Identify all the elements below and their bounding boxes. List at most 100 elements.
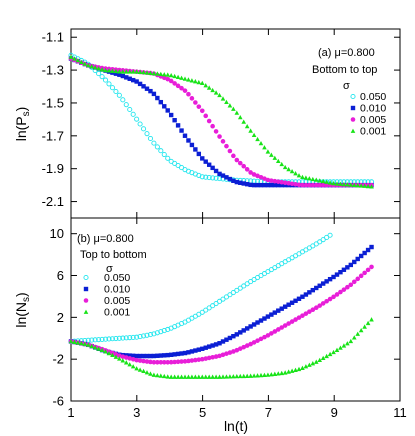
data-point	[358, 327, 364, 333]
data-point	[175, 74, 181, 80]
panel-b-series-0-001	[68, 317, 374, 379]
data-point	[189, 78, 195, 83]
data-point	[179, 359, 184, 364]
data-point	[227, 292, 233, 298]
data-point	[213, 374, 219, 379]
data-point	[251, 322, 257, 327]
data-point	[255, 320, 260, 325]
data-point	[237, 160, 243, 166]
data-point	[300, 313, 305, 318]
data-point	[241, 163, 247, 169]
data-point	[282, 304, 288, 309]
data-point	[227, 335, 233, 341]
data-point	[196, 151, 202, 157]
legend-label: 0.005	[104, 295, 130, 307]
data-point	[244, 167, 250, 172]
data-point	[341, 287, 347, 292]
data-point	[255, 373, 260, 378]
data-point	[113, 88, 119, 95]
data-point	[206, 344, 212, 349]
data-point	[237, 285, 243, 291]
data-point	[310, 361, 316, 366]
data-point	[310, 176, 316, 182]
data-point	[220, 173, 226, 178]
data-point	[313, 305, 319, 311]
data-point	[168, 352, 174, 358]
data-point	[168, 359, 174, 365]
data-point	[103, 67, 108, 73]
data-point	[355, 183, 361, 188]
data-point	[258, 372, 264, 378]
data-point	[113, 354, 119, 359]
data-point	[203, 113, 209, 119]
data-point	[241, 119, 247, 124]
data-point	[320, 182, 326, 188]
data-point	[113, 352, 119, 357]
data-point	[265, 314, 271, 319]
data-point	[241, 344, 247, 350]
data-point	[123, 102, 129, 108]
data-point	[144, 332, 150, 338]
data-point	[151, 71, 157, 76]
data-point	[206, 374, 212, 379]
data-point	[134, 116, 140, 122]
data-point	[186, 374, 191, 379]
data-point	[289, 181, 295, 187]
data-point	[85, 337, 91, 343]
data-point	[220, 374, 226, 379]
data-point	[234, 287, 240, 293]
data-point	[196, 357, 202, 362]
data-point	[210, 374, 215, 379]
data-point	[217, 374, 222, 379]
legend-marker	[350, 105, 356, 111]
data-point	[327, 351, 333, 357]
data-point	[155, 353, 160, 358]
data-point	[227, 103, 233, 108]
panel-b-label: (b) μ=0.800	[77, 233, 134, 245]
legend-label: 0.050	[104, 272, 130, 284]
data-point	[179, 351, 184, 356]
data-point	[345, 284, 350, 290]
data-point	[276, 182, 281, 188]
data-point	[206, 85, 212, 90]
data-point	[120, 354, 126, 359]
data-point	[210, 175, 216, 181]
data-point	[324, 234, 330, 241]
data-point	[151, 372, 157, 377]
data-point	[158, 373, 164, 378]
data-point	[269, 182, 274, 188]
data-point	[137, 334, 143, 340]
data-point	[148, 353, 153, 359]
data-point	[134, 366, 139, 371]
data-point	[351, 279, 357, 285]
data-point	[127, 362, 133, 367]
data-point	[148, 70, 153, 75]
data-point	[213, 354, 219, 359]
data-point	[92, 65, 98, 70]
data-point	[320, 355, 326, 361]
data-point	[161, 328, 167, 334]
data-point	[130, 77, 136, 83]
data-point	[182, 374, 188, 379]
data-point	[213, 175, 219, 181]
data-point	[199, 309, 205, 315]
x-axis-title: ln(t)	[224, 418, 248, 434]
data-point	[179, 75, 184, 80]
data-point	[279, 161, 285, 167]
panel-b-ytick-label: 2	[57, 310, 64, 325]
data-point	[251, 132, 257, 138]
x-tick-label: 11	[393, 405, 407, 420]
data-point	[262, 176, 267, 181]
data-point	[317, 357, 323, 363]
data-point	[92, 337, 98, 343]
data-point	[303, 292, 309, 297]
data-point	[106, 68, 112, 73]
data-point	[279, 325, 285, 330]
panel-b-legend-header: σ	[106, 263, 113, 275]
data-point	[182, 76, 188, 81]
panel-a: -2.1 -1.9 -1.7 -1.5 -1.3 -1.1 (a) μ=0.800 Bot…	[13, 28, 401, 219]
data-point	[141, 84, 146, 89]
data-point	[317, 182, 323, 188]
data-point	[68, 54, 74, 59]
data-point	[137, 69, 143, 74]
